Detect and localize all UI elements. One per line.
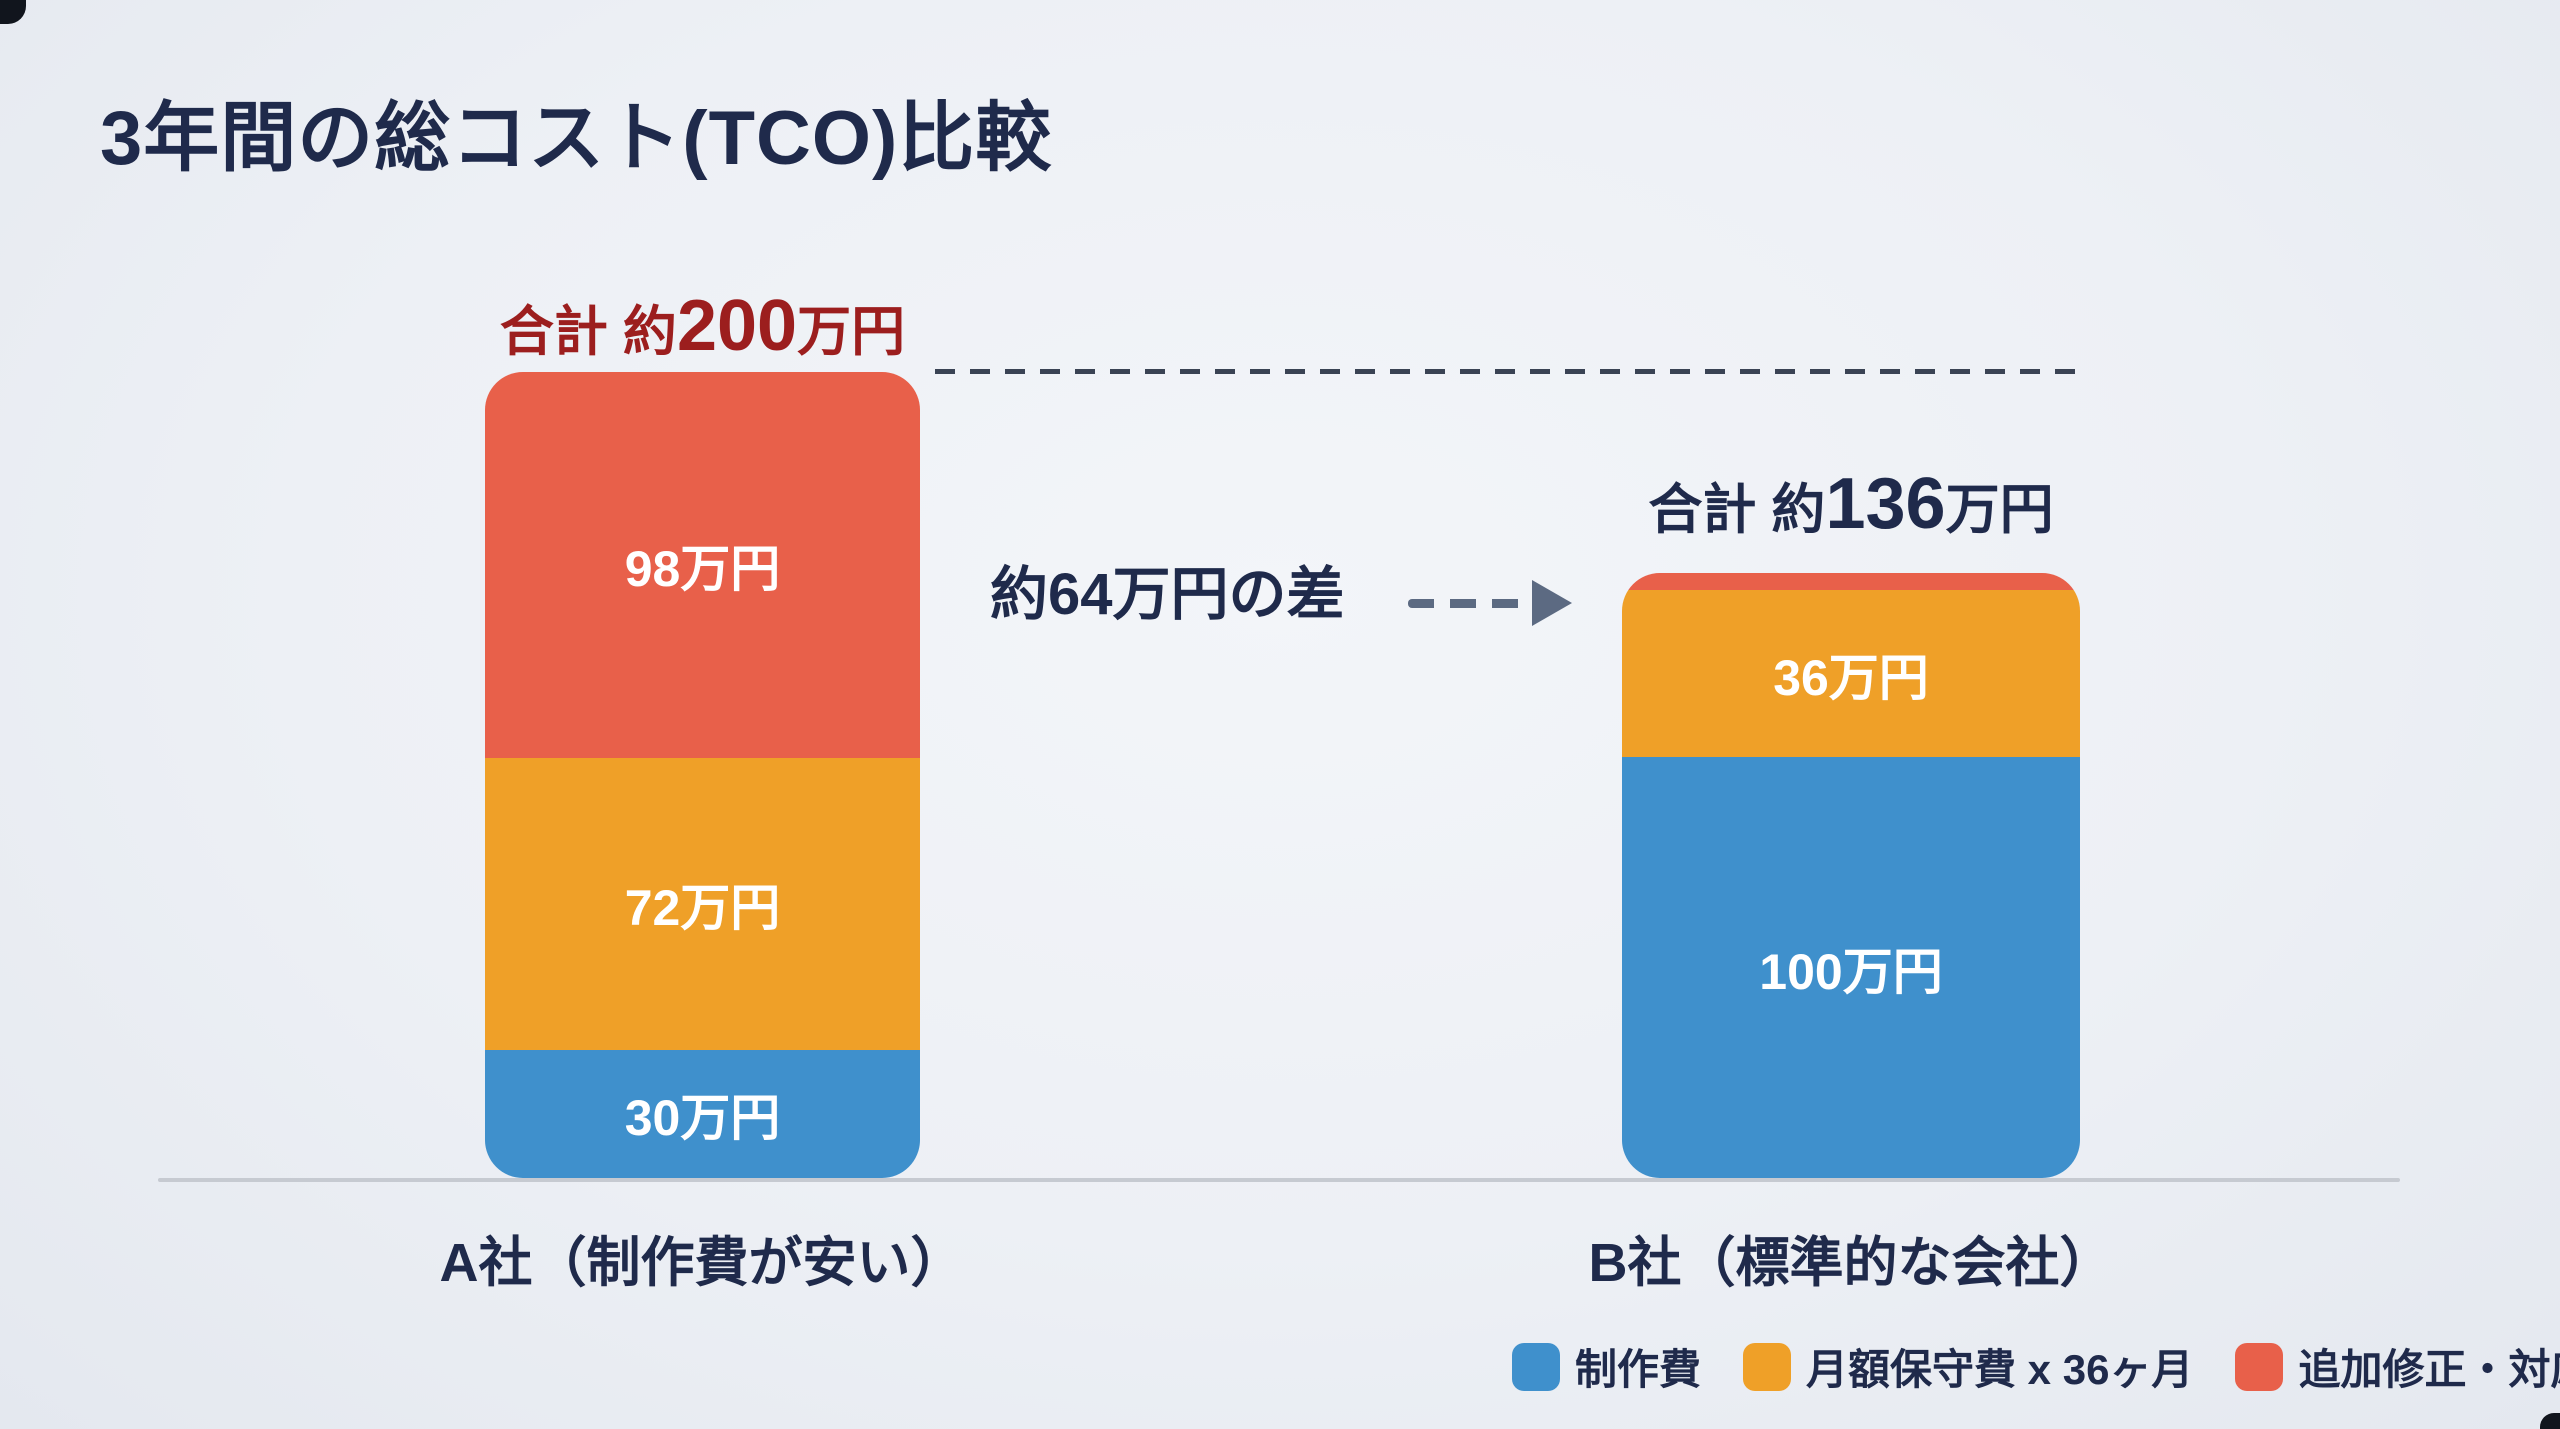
legend-item-maintenance-fee: 月額保守費 x 36ヶ月 <box>1743 1336 2193 1397</box>
total-a-prefix: 合計 約 <box>499 302 677 362</box>
bar-b-build-fee-value: 100万円 <box>1759 943 1943 1000</box>
bar-a-segment-build-fee: 30万円 <box>485 1050 920 1178</box>
stacked-bar-company-a: 98万円 72万円 30万円 <box>485 372 920 1178</box>
legend-item-extra-fee: 追加修正・対応費 <box>2235 1336 2560 1397</box>
legend-swatch-build-fee <box>1512 1342 1560 1391</box>
legend-swatch-extra-fee <box>2235 1342 2284 1391</box>
category-label-b: B社（標準的な会社） <box>1588 1233 2114 1293</box>
legend-swatch-maintenance-fee <box>1743 1342 1792 1391</box>
bar-a-segment-maintenance-fee: 72万円 <box>485 758 920 1050</box>
bar-a-maintenance-fee-value: 72万円 <box>624 880 781 936</box>
total-b-number: 136 <box>1825 464 1946 544</box>
legend-label-extra-fee: 追加修正・対応費 <box>2298 1346 2560 1393</box>
legend-item-build-fee: 制作費 <box>1512 1336 1701 1397</box>
legend-label-maintenance-fee: 月額保守費 x 36ヶ月 <box>1806 1346 2194 1393</box>
legend-label-build-fee: 制作費 <box>1575 1346 1702 1393</box>
arrow-right-icon <box>1532 580 1572 626</box>
total-b-suffix: 万円 <box>1945 480 2054 540</box>
page-title: 3年間の総コスト(TCO)比較 <box>100 96 1053 181</box>
bar-b-segment-extra-fee <box>1622 573 2080 590</box>
total-a-suffix: 万円 <box>797 302 906 362</box>
difference-annotation: 約64万円の差 <box>990 562 1345 627</box>
total-a-number: 200 <box>676 286 798 366</box>
category-label-a: A社（制作費が安い） <box>439 1233 965 1293</box>
x-axis-line <box>158 1178 2400 1182</box>
bar-a-extra-fee-value: 98万円 <box>624 541 781 597</box>
corner-artifact-top-left <box>0 0 26 24</box>
total-label-b: 合計 約136万円 <box>1622 468 2080 540</box>
total-b-prefix: 合計 約 <box>1648 480 1826 540</box>
corner-artifact-bottom-right <box>2540 1413 2560 1429</box>
total-label-a: 合計 約200万円 <box>485 290 920 362</box>
bar-b-segment-build-fee: 100万円 <box>1622 757 2080 1178</box>
total-reference-dashed-line <box>935 369 2077 374</box>
legend: 制作費 月額保守費 x 36ヶ月 追加修正・対応費 <box>1512 1336 2560 1397</box>
bar-b-maintenance-fee-value: 36万円 <box>1773 649 1929 706</box>
stacked-bar-company-b: 36万円 100万円 <box>1622 573 2080 1178</box>
dashed-arrow-shaft <box>1408 599 1530 608</box>
bar-a-build-fee-value: 30万円 <box>624 1090 781 1146</box>
bar-b-segment-maintenance-fee: 36万円 <box>1622 590 2080 757</box>
bar-a-segment-extra-fee: 98万円 <box>485 372 920 758</box>
